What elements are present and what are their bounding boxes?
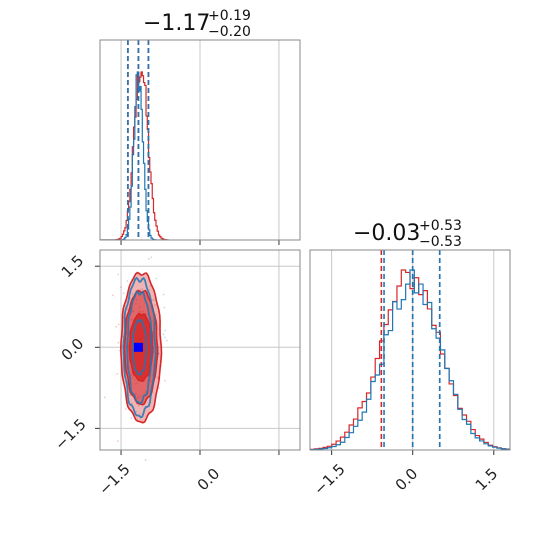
- histogram-param-1: [99, 39, 301, 245]
- sample-point: [129, 297, 132, 300]
- truth-marker: [133, 342, 143, 352]
- sample-point: [131, 293, 134, 295]
- sample-point: [162, 293, 165, 296]
- sample-point: [111, 294, 114, 297]
- sample-point: [115, 325, 118, 328]
- sample-point: [144, 459, 147, 462]
- series-a-histogram: [310, 269, 510, 450]
- title-param-2-minus: −0.53: [419, 234, 462, 250]
- y-tick-labels-2d: 1.5 0.0 −1.5: [51, 252, 89, 454]
- sample-point: [164, 329, 167, 332]
- series-a-contour: [126, 290, 153, 405]
- sample-point: [130, 402, 133, 405]
- title-param-2-plus: +0.53: [419, 218, 462, 234]
- sample-point: [116, 372, 119, 375]
- series-a-contour: [131, 318, 148, 376]
- title-param-2-value: −0.03: [353, 221, 420, 246]
- sample-point: [162, 333, 165, 336]
- sample-point: [141, 287, 144, 290]
- sample-point: [137, 404, 140, 407]
- plot-frame: [99, 39, 301, 241]
- sample-point: [139, 289, 142, 291]
- sample-point: [154, 304, 157, 306]
- sample-point: [103, 396, 106, 399]
- x-tick-label: 0.0: [194, 465, 224, 495]
- sample-point: [153, 299, 155, 302]
- sample-point: [135, 411, 138, 413]
- sample-point: [155, 314, 157, 316]
- title-param-1-minus: −0.20: [208, 24, 251, 40]
- sample-point: [120, 286, 122, 289]
- title-param-1: −1.17 +0.19 −0.20: [143, 8, 251, 40]
- sample-point: [117, 440, 119, 443]
- sample-point: [118, 349, 121, 352]
- sample-point: [129, 394, 132, 397]
- sample-point: [124, 408, 127, 410]
- x-tick-label: −1.5: [95, 460, 133, 498]
- x-tick-label: −1.5: [310, 460, 348, 498]
- sample-point: [126, 308, 129, 311]
- sample-point: [126, 280, 129, 282]
- series-a-contour: [122, 276, 157, 419]
- sample-point: [163, 336, 166, 339]
- x-tick-label: 0.0: [392, 465, 422, 495]
- y-tick-label: 0.0: [58, 335, 88, 365]
- x-tick-labels-hist-2: −1.5 0.0 1.5: [310, 460, 501, 498]
- y-tick-label: −1.5: [51, 415, 89, 453]
- histogram-param-2: [309, 249, 511, 455]
- title-param-2: −0.03 +0.53 −0.53: [353, 218, 462, 250]
- sample-point: [147, 258, 150, 260]
- sample-point: [122, 292, 125, 295]
- plot-frame: [99, 249, 301, 451]
- sample-point: [117, 273, 120, 276]
- y-tick-label: 1.5: [58, 252, 88, 282]
- sample-point: [117, 341, 120, 344]
- sample-point: [138, 413, 141, 416]
- title-param-1-plus: +0.19: [208, 8, 251, 24]
- sample-point: [157, 387, 160, 390]
- title-param-1-value: −1.17: [143, 11, 210, 36]
- sample-point: [164, 379, 166, 382]
- sample-point: [150, 256, 153, 259]
- sample-point: [117, 323, 120, 326]
- x-tick-labels-2d: −1.5 0.0: [95, 460, 223, 498]
- scatter-2d-panel: [95, 249, 301, 462]
- plot-frame: [309, 249, 511, 451]
- sample-point: [165, 339, 168, 342]
- sample-point: [155, 277, 158, 280]
- x-tick-label: 1.5: [472, 465, 502, 495]
- sample-point: [130, 416, 133, 419]
- sample-point: [149, 285, 152, 287]
- sample-point: [163, 306, 166, 309]
